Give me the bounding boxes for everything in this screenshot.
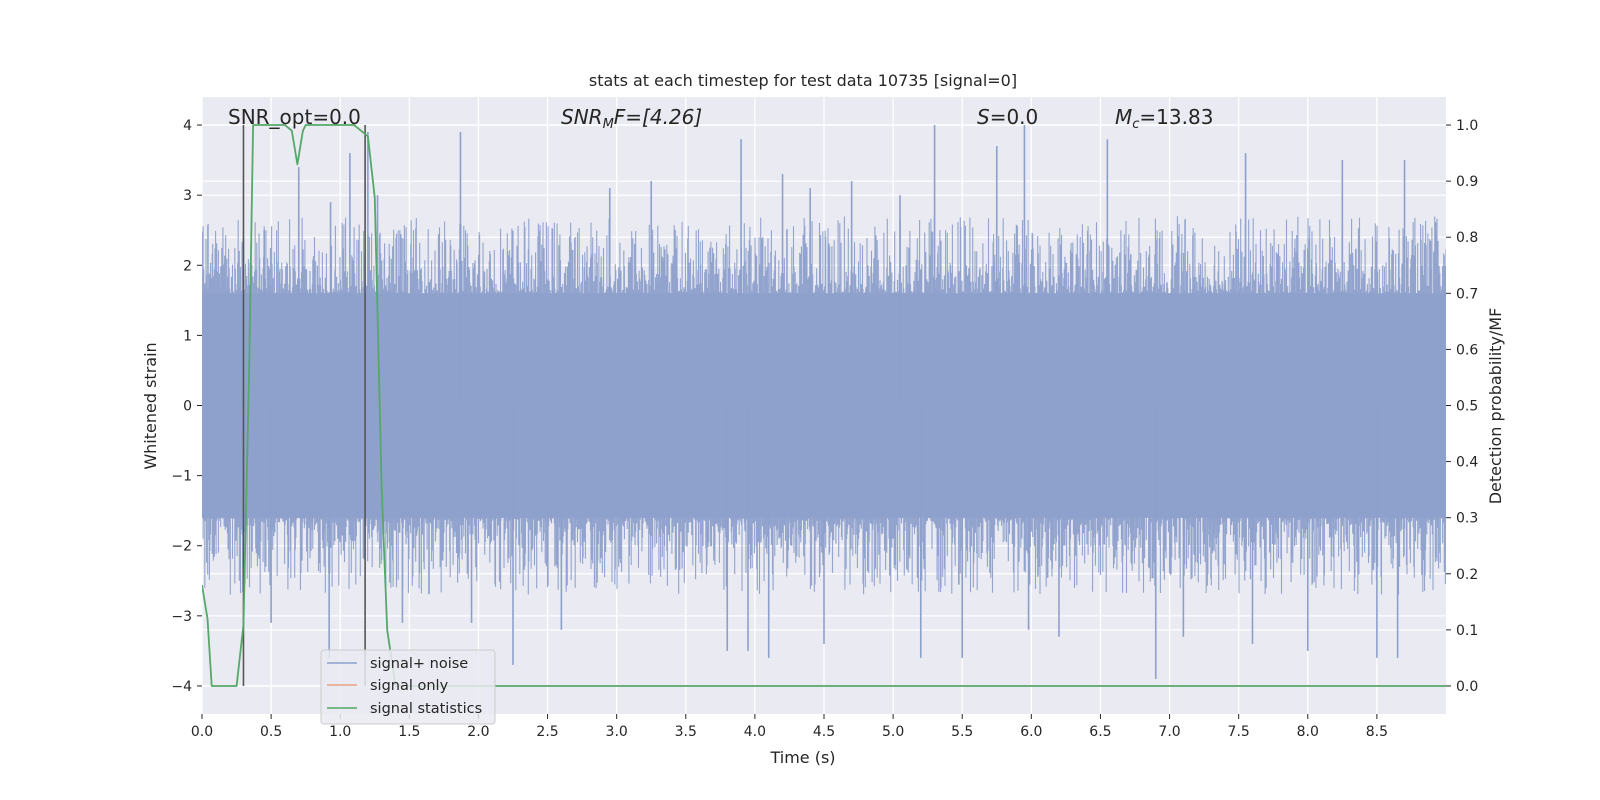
y-left-tick-label: 1 (183, 328, 192, 344)
x-tick-label: 6.5 (1089, 724, 1111, 740)
x-tick-label: 1.0 (329, 724, 351, 740)
y-left-axis-label: Whitened strain (141, 342, 160, 469)
y-left-tick-label: 4 (183, 118, 192, 134)
x-axis-label: Time (s) (769, 748, 835, 767)
x-tick-labels: 0.0 0.5 1.0 1.5 2.0 2.5 3.0 3.5 4.0 4.5 5.0 5.5 6.0 6… (191, 714, 1388, 740)
snr-mf-main: SNR (561, 105, 603, 129)
x-tick-label: 6.0 (1020, 724, 1042, 740)
y-left-tick-label: 2 (183, 258, 192, 274)
x-tick-label: 7.5 (1228, 724, 1250, 740)
y-left-tick-label: −4 (171, 679, 192, 695)
mc-rest: =13.83 (1139, 105, 1213, 129)
y-right-tick-label: 0.4 (1456, 455, 1478, 471)
y-right-tick-label: 0.0 (1456, 679, 1478, 695)
x-tick-label: 1.5 (398, 724, 420, 740)
y-right-tick-label: 0.1 (1456, 623, 1478, 639)
y-left-tick-label: −3 (171, 609, 192, 625)
y-left-tick-label: 3 (183, 188, 192, 204)
x-tick-label: 8.5 (1366, 724, 1388, 740)
y-right-tick-label: 1.0 (1456, 118, 1478, 134)
y-right-tick-labels: 0.0 0.1 0.2 0.3 0.4 0.5 0.6 0.7 0.8 0.9 1.0 (1446, 118, 1478, 695)
legend-label-signal-only: signal only (370, 678, 449, 694)
y-right-tick-label: 0.8 (1456, 230, 1478, 246)
x-tick-label: 5.5 (951, 724, 973, 740)
s-main: S (977, 105, 990, 129)
y-left-tick-label: −1 (171, 469, 192, 485)
x-tick-label: 0.0 (191, 724, 213, 740)
y-left-tick-label: 0 (183, 399, 192, 415)
legend: signal+ noise signal only signal statist… (320, 649, 496, 725)
snr-mf-rest: F=[4.26] (614, 105, 702, 129)
x-tick-label: 5.0 (882, 724, 904, 740)
y-right-tick-label: 0.2 (1456, 567, 1478, 583)
y-left-tick-labels: −4 −3 −2 −1 0 1 2 3 4 (171, 118, 202, 695)
x-tick-label: 2.5 (536, 724, 558, 740)
x-tick-label: 2.0 (467, 724, 489, 740)
y-right-tick-label: 0.3 (1456, 511, 1478, 527)
x-tick-label: 0.5 (260, 724, 282, 740)
signal-statistics-line (202, 124, 1446, 687)
signal-statistics-layer (202, 124, 1446, 687)
mc-sub: c (1132, 117, 1139, 132)
y-right-tick-label: 0.9 (1456, 174, 1478, 190)
mc-annotation: Mc=13.83 (1115, 105, 1213, 132)
y-right-tick-label: 0.5 (1456, 399, 1478, 415)
snr-opt-annotation: SNR_opt=0.0 (228, 105, 361, 129)
y-left-tick-label: −2 (171, 539, 192, 555)
s-annotation: S=0.0 (977, 105, 1038, 129)
x-tick-label: 3.0 (606, 724, 628, 740)
signal-noise-trace (202, 125, 1446, 679)
snr-mf-sub: M (603, 117, 614, 132)
x-tick-label: 4.5 (813, 724, 835, 740)
x-tick-label: 4.0 (744, 724, 766, 740)
legend-label-signal-noise: signal+ noise (370, 656, 468, 672)
x-tick-label: 7.0 (1158, 724, 1180, 740)
x-tick-label: 3.5 (675, 724, 697, 740)
legend-label-signal-statistics: signal statistics (370, 701, 482, 717)
chart-title: stats at each timestep for test data 107… (589, 71, 1017, 90)
s-rest: =0.0 (990, 105, 1039, 129)
legend-box (320, 649, 496, 725)
y-right-tick-label: 0.6 (1456, 342, 1478, 358)
y-right-tick-label: 0.7 (1456, 286, 1478, 302)
x-tick-label: 8.0 (1297, 724, 1319, 740)
y-right-axis-label: Detection probability/MF (1486, 308, 1505, 505)
mc-main: M (1115, 105, 1132, 129)
snr-mf-annotation: SNRMF=[4.26] (561, 105, 702, 132)
noise-spikes (202, 216, 1446, 595)
